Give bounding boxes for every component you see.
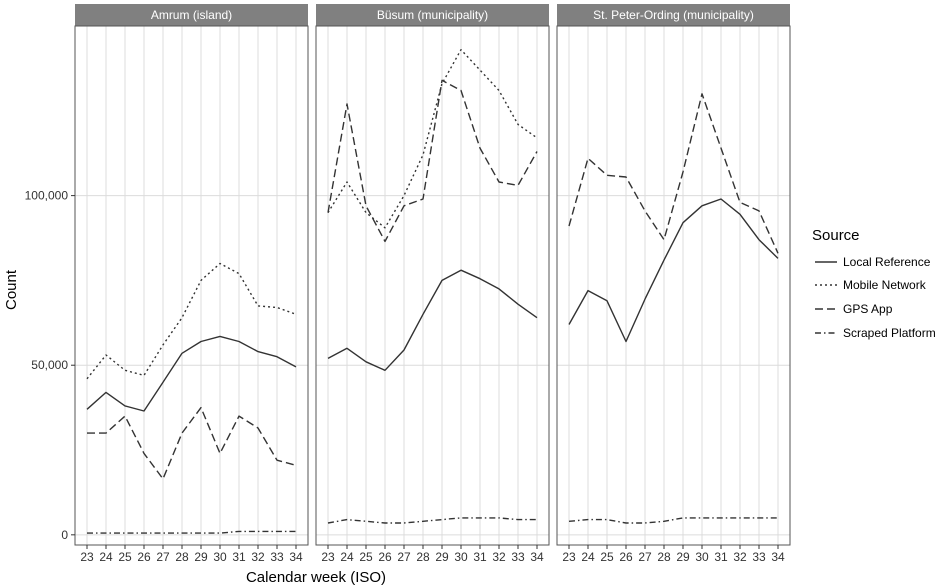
x-tick-label: 23 (80, 550, 94, 564)
series-line-mobile-network (86, 262, 297, 380)
facet-strip-title: Amrum (island) (151, 8, 232, 22)
x-tick-label: 25 (600, 550, 614, 564)
x-tick-label: 30 (454, 550, 468, 564)
x-tick-label: 31 (232, 550, 246, 564)
facet-strip (75, 4, 308, 26)
x-tick-label: 33 (752, 550, 766, 564)
y-tick-label: 0 (61, 528, 68, 542)
x-tick-label: 27 (638, 550, 652, 564)
facet-panel: St. Peter-Ording (municipality) 23 24 25 26 2… (556, 4, 791, 564)
x-tick-label: 31 (473, 550, 487, 564)
x-axis-title: Calendar week (ISO) (246, 569, 386, 585)
panel-border (74, 25, 309, 546)
series-line-scraped-platform (327, 517, 537, 524)
x-tick-label: 23 (562, 550, 576, 564)
series-line-scraped-platform (568, 517, 778, 524)
series-line-gps-app (568, 93, 779, 254)
facet-strip-title: Büsum (municipality) (377, 8, 488, 22)
x-tick-label: 28 (657, 550, 671, 564)
legend-label: Mobile Network (843, 278, 927, 292)
x-tick-label: 33 (511, 550, 525, 564)
x-tick-label: 31 (714, 550, 728, 564)
facet-strip (316, 4, 549, 26)
x-tick-label: 29 (435, 550, 449, 564)
facet-strip (557, 4, 790, 26)
x-tick-label: 29 (194, 550, 208, 564)
series-line-local-reference (568, 198, 779, 343)
series-line-local-reference (86, 335, 297, 412)
x-tick-label: 24 (581, 550, 595, 564)
facet-panel: Büsum (municipality) 23 24 25 26 27 28 29 30 31 32… (315, 4, 550, 564)
series-line-gps-app (327, 79, 538, 243)
x-tick-label: 30 (213, 550, 227, 564)
x-tick-label: 25 (118, 550, 132, 564)
x-tick-label: 33 (270, 550, 284, 564)
panel-border (556, 25, 791, 546)
series-line-gps-app (87, 406, 297, 480)
legend-label: GPS App (843, 302, 893, 316)
x-tick-label: 26 (619, 550, 633, 564)
x-tick-label: 34 (530, 550, 544, 564)
x-tick-label: 26 (137, 550, 151, 564)
x-tick-label: 24 (340, 550, 354, 564)
x-tick-label: 26 (378, 550, 392, 564)
legend-label: Scraped Platform (843, 326, 936, 340)
facet-panel: Amrum (island) 23 24 25 26 27 28 29 30 31 32 33 34 (74, 4, 309, 564)
y-axis-title: Count (3, 269, 20, 310)
x-tick-label: 34 (289, 550, 303, 564)
facet-strip-title: St. Peter-Ording (municipality) (593, 8, 754, 22)
x-tick-label: 34 (771, 550, 785, 564)
series-line-scraped-platform (87, 530, 296, 534)
x-tick-label: 24 (99, 550, 113, 564)
panel-border (315, 25, 550, 546)
x-tick-label: 30 (695, 550, 709, 564)
x-tick-label: 25 (359, 550, 373, 564)
y-tick-label: 100,000 (25, 189, 69, 203)
x-tick-label: 32 (251, 550, 265, 564)
x-tick-label: 32 (733, 550, 747, 564)
legend-title: Source (812, 227, 860, 244)
x-tick-label: 28 (175, 550, 189, 564)
x-tick-label: 23 (321, 550, 335, 564)
x-tick-label: 32 (492, 550, 506, 564)
series-line-local-reference (327, 269, 538, 371)
x-tick-label: 29 (676, 550, 690, 564)
x-tick-label: 28 (416, 550, 430, 564)
x-tick-label: 27 (156, 550, 170, 564)
legend-label: Local Reference (843, 255, 931, 269)
legend: Source Local Reference Mobile Network GPS A… (812, 227, 936, 340)
x-tick-label: 27 (397, 550, 411, 564)
y-tick-label: 50,000 (31, 358, 68, 372)
series-line-mobile-network (327, 49, 538, 229)
